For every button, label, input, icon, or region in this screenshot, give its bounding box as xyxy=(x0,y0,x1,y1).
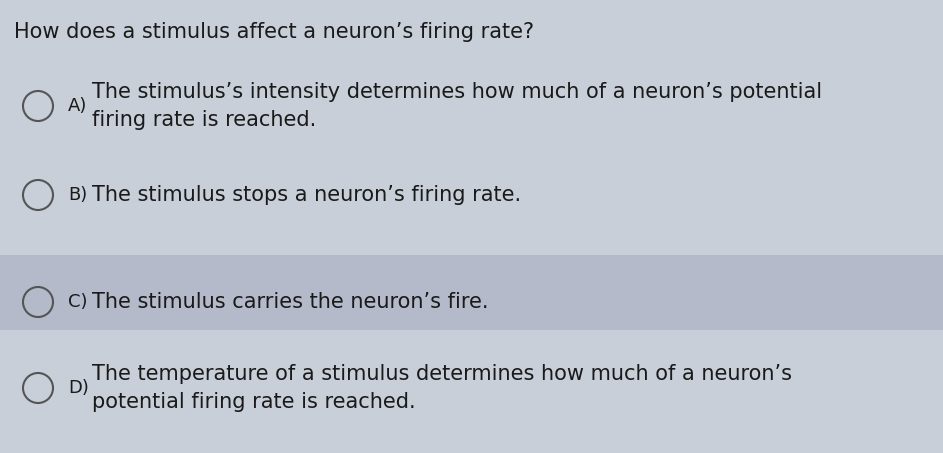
FancyBboxPatch shape xyxy=(0,255,943,330)
Text: C): C) xyxy=(68,293,88,311)
Text: How does a stimulus affect a neuron’s firing rate?: How does a stimulus affect a neuron’s fi… xyxy=(14,22,534,42)
Text: The stimulus’s intensity determines how much of a neuron’s potential
firing rate: The stimulus’s intensity determines how … xyxy=(92,82,822,130)
Text: The stimulus carries the neuron’s fire.: The stimulus carries the neuron’s fire. xyxy=(92,292,488,312)
Text: D): D) xyxy=(68,379,89,397)
Text: B): B) xyxy=(68,186,88,204)
Text: The stimulus stops a neuron’s firing rate.: The stimulus stops a neuron’s firing rat… xyxy=(92,185,521,205)
Text: The temperature of a stimulus determines how much of a neuron’s
potential firing: The temperature of a stimulus determines… xyxy=(92,364,792,412)
Text: A): A) xyxy=(68,97,88,115)
